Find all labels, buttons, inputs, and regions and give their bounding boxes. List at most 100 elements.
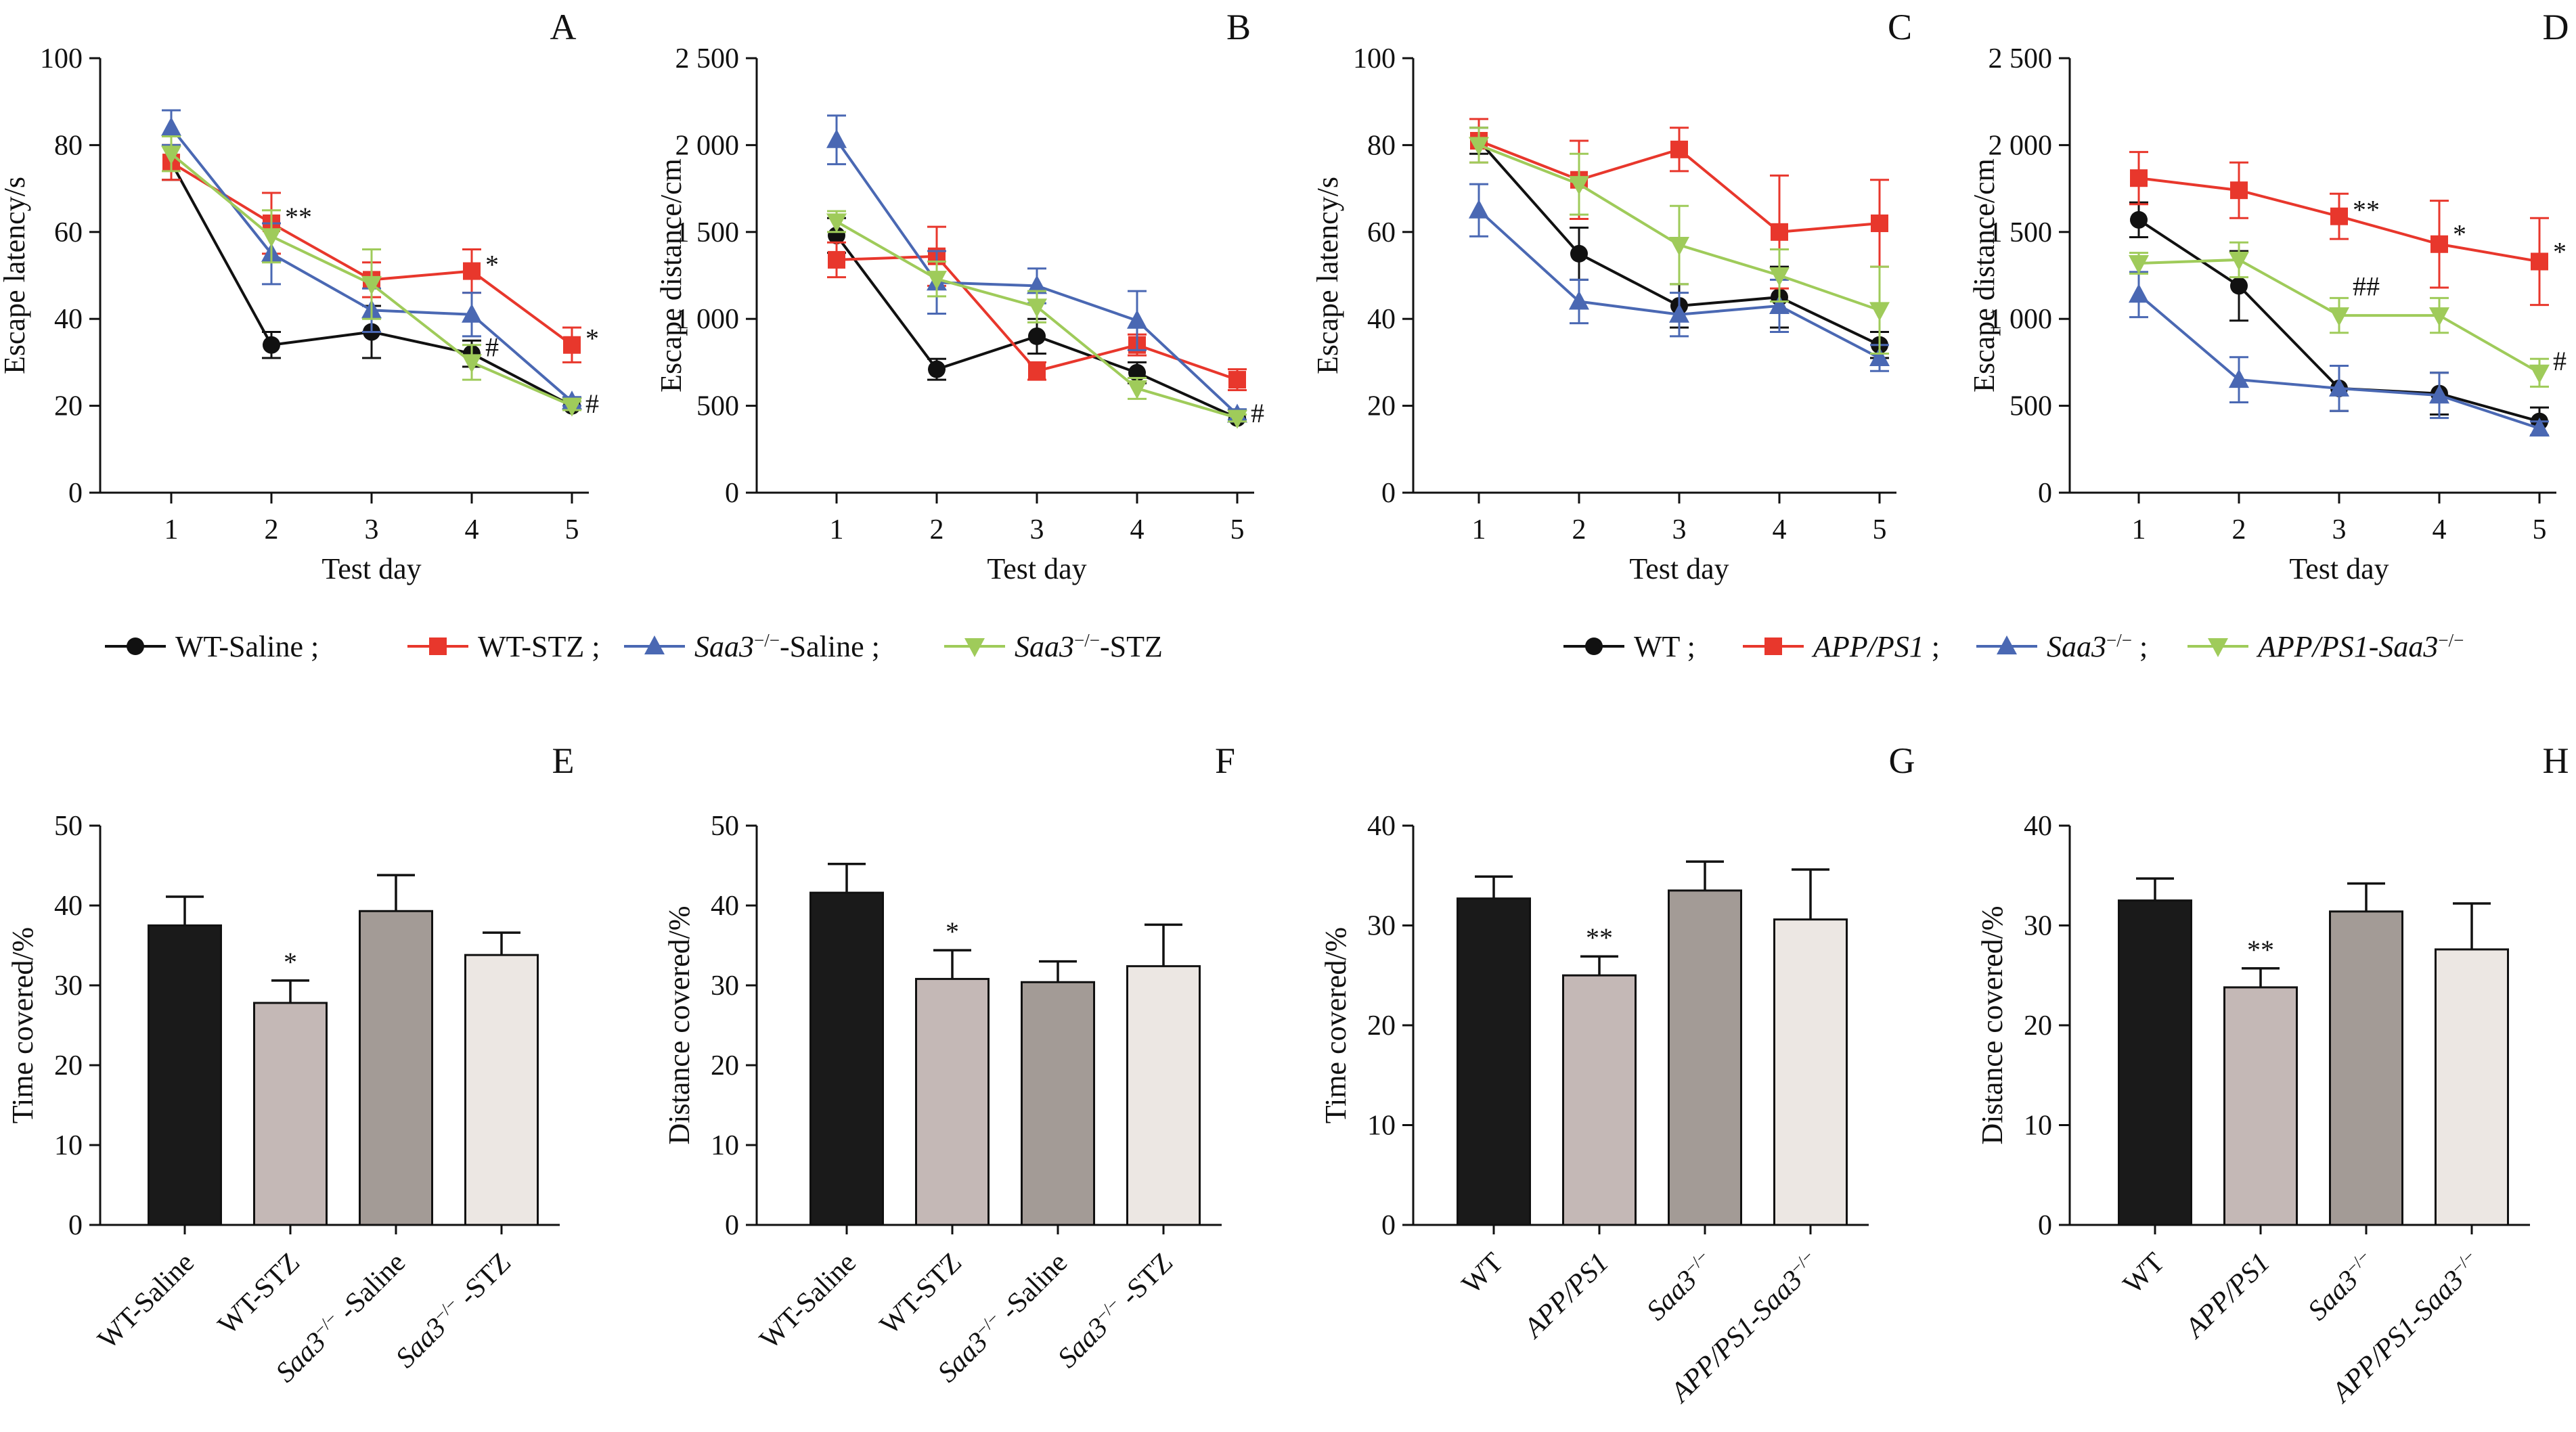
y-tick-label: 40: [711, 891, 739, 922]
x-tick-label: 3: [2332, 514, 2347, 545]
x-tick-label: 4: [1773, 514, 1787, 545]
y-tick-label: 0: [2038, 478, 2052, 509]
x-axis-label: Test day: [321, 552, 421, 585]
significance-mark: #: [2553, 346, 2567, 376]
data-point: [2129, 284, 2149, 303]
x-tick-label: Saa3−/− -STZ: [1051, 1246, 1179, 1374]
panel-letter: E: [552, 740, 575, 781]
data-point: [2130, 169, 2148, 187]
data-point: [1769, 267, 1790, 286]
x-tick-label: WT-Saline: [92, 1247, 200, 1356]
data-point: [462, 303, 482, 323]
text-span: ;: [2132, 630, 2148, 663]
text-span: Saa3: [694, 630, 754, 663]
superscript: −/−: [754, 630, 780, 650]
bar: [464, 954, 539, 1226]
significance-mark: #: [485, 332, 499, 363]
data-point: [1127, 309, 1147, 329]
legend-entry: Saa3−/−-STZ: [944, 630, 1163, 663]
data-point: [2529, 364, 2550, 384]
bar: [148, 924, 222, 1226]
text-span: WT: [2117, 1247, 2171, 1301]
data-point: [2531, 252, 2548, 271]
panel-g: 0 10 20 30 40 Time covered/% G WT APP/PS1 Saa3−/−…: [1319, 740, 1915, 1410]
x-tick-label: Saa3−/− -STZ: [389, 1246, 517, 1374]
legend-marker: [644, 635, 665, 654]
data-point: [2330, 207, 2348, 225]
data-point: [1869, 302, 1890, 321]
data-point: [1669, 303, 1689, 323]
y-tick-label: 30: [54, 970, 83, 1002]
bar: [1773, 918, 1848, 1226]
y-tick-label: 1 000: [675, 304, 740, 335]
data-point: [927, 271, 947, 290]
x-axis-label: Test day: [2289, 552, 2389, 585]
bar: [1668, 889, 1742, 1226]
y-tick-label: 100: [1353, 43, 1396, 74]
x-tick-label: 4: [465, 514, 479, 545]
y-tick-label: 500: [696, 391, 739, 422]
data-point: [828, 250, 845, 269]
y-tick-label: 0: [68, 478, 83, 509]
legend-label: Saa3−/− ;: [2047, 630, 2148, 663]
y-tick-label: 40: [1367, 811, 1396, 842]
data-point: [1771, 223, 1788, 241]
legend-marker: [127, 637, 144, 655]
legend-marker: [964, 638, 985, 657]
y-tick-label: 0: [1381, 1210, 1396, 1241]
y-tick-label: 10: [2024, 1111, 2052, 1142]
data-point: [1469, 199, 1489, 219]
legend-entry: WT ;: [1563, 630, 1695, 663]
legend-ab: WT-Saline ; WT-STZ ; Saa3−/−-Saline ; Saa3−…: [105, 630, 1163, 663]
bar: [1562, 974, 1637, 1226]
data-point: [1127, 380, 1147, 399]
x-tick-label: WT-STZ: [212, 1247, 306, 1341]
panel-b: 0 500 1 000 1 500 2 000 2 500 1 2 3 4 5 Test day Esc…: [654, 7, 1264, 585]
y-tick-label: 1 500: [675, 217, 740, 248]
data-point: [463, 262, 481, 280]
text-span: APP/PS1: [1517, 1247, 1615, 1345]
y-tick-label: 2 000: [1989, 130, 2053, 161]
bar: [253, 1002, 328, 1226]
y-tick-label: 50: [54, 811, 83, 842]
panel-d: 0 500 1 000 1 500 2 000 2 500 1 2 3 4 5 Test day Esc…: [1968, 7, 2569, 585]
bar: [1457, 897, 1531, 1226]
text-span: ;: [1924, 630, 1940, 663]
y-tick-label: 1 000: [1989, 304, 2053, 335]
data-point: [1669, 237, 1689, 256]
data-point: [2230, 277, 2248, 295]
y-tick-label: 0: [2038, 1210, 2052, 1241]
x-tick-label: 1: [2132, 514, 2146, 545]
significance-mark: **: [285, 202, 312, 232]
y-axis-label: Escape distance/cm: [654, 158, 688, 393]
x-tick-label: APP/PS1: [2178, 1247, 2276, 1345]
series-saa3-: [2129, 271, 2550, 437]
text-span: Saa3: [1015, 630, 1074, 663]
significance-mark: *: [284, 947, 297, 977]
text-span: WT-Saline: [92, 1247, 200, 1356]
y-tick-label: 20: [1367, 391, 1396, 422]
y-tick-label: 10: [54, 1130, 83, 1161]
data-point: [826, 213, 847, 233]
bar: [359, 910, 433, 1226]
data-point: [161, 116, 181, 136]
data-point: [261, 228, 282, 248]
panel-letter: H: [2543, 740, 2569, 781]
x-tick-label: 5: [1873, 514, 1887, 545]
bar: [1021, 981, 1095, 1226]
x-tick-label: 2: [265, 514, 279, 545]
data-point: [563, 336, 581, 354]
y-tick-label: 60: [1367, 217, 1396, 248]
data-point: [2130, 210, 2148, 229]
x-tick-label: APP/PS1: [1517, 1247, 1615, 1345]
y-tick-label: 40: [54, 891, 83, 922]
legend-marker: [1585, 637, 1603, 655]
series-app-ps1-saa3-: [2129, 241, 2550, 388]
x-tick-label: WT-STZ: [874, 1247, 968, 1341]
panel-a: 0 20 40 60 80 100 1 2 3 4 5 Test day Escape latency/…: [0, 7, 599, 585]
x-tick-label: WT-Saline: [754, 1247, 862, 1356]
series-app-ps1: [2129, 151, 2549, 307]
legend-label: WT ;: [1634, 630, 1695, 663]
text-span: WT-Saline: [754, 1247, 862, 1356]
data-point: [1569, 176, 1589, 196]
